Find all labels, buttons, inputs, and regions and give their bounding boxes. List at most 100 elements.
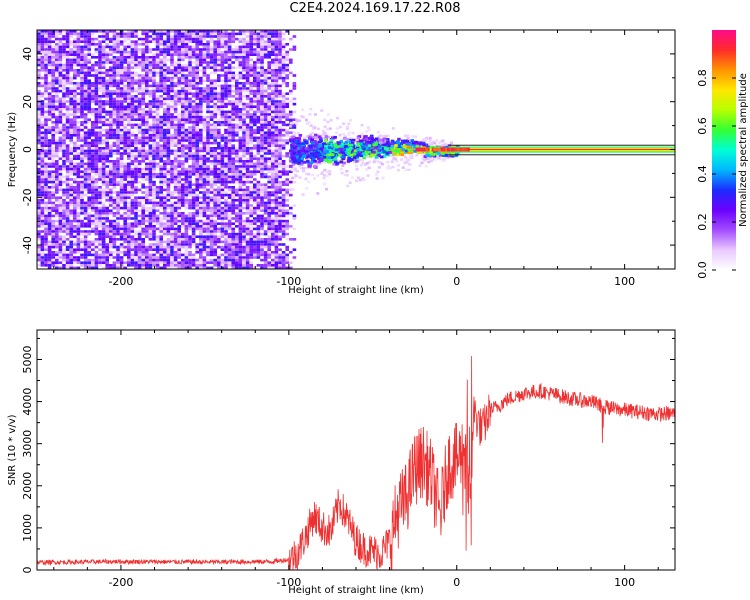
heatmap-cell [62,30,66,33]
heatmap-cell [184,84,189,88]
heatmap-cell [145,217,149,220]
heatmap-cell [227,126,232,129]
heatmap-cell [127,173,131,176]
heatmap-cell [235,113,239,116]
heatmap-cell [55,152,59,155]
heatmap-cell [127,209,131,212]
heatmap-cell [80,115,84,119]
heatmap-cell [206,206,210,210]
heatmap-cell [83,217,88,220]
heatmap-cell [163,30,167,33]
heatmap-cell [47,147,52,150]
heatmap-cell [137,136,142,140]
heatmap-cell [127,121,131,124]
heatmap-cell [98,167,102,171]
heatmap-cell [98,110,102,114]
heatmap-cell [253,95,257,98]
heatmap-cell [62,123,66,127]
heatmap-cell [148,199,153,202]
heatmap-cell [163,248,167,251]
heatmap-cell [101,180,106,184]
heatmap-cell [98,157,102,160]
heatmap-cell [137,48,142,51]
heatmap-cell [224,123,228,127]
heatmap-cell [195,152,199,155]
heatmap-cell [58,157,63,160]
heatmap-cell [220,253,225,257]
heatmap-cell [83,212,88,215]
heatmap-cell [87,154,91,158]
heatmap-cell [206,222,210,225]
heatmap-cell [224,264,228,267]
heatmap-cell [51,82,55,85]
heatmap-cell [263,76,268,80]
heatmap-cell [112,222,117,225]
heatmap-cell [227,87,232,90]
heatmap-cell [235,170,239,173]
heatmap-cell [173,32,178,36]
heatmap-cell [238,48,243,51]
heatmap-cell [260,245,264,249]
heatmap-cell [213,240,217,244]
heatmap-cell [231,173,235,176]
heatmap-cell [220,118,225,121]
heatmap-cell [155,115,160,119]
heatmap-cell [245,79,250,82]
heatmap-cell [159,227,163,231]
heatmap-cell [148,89,153,93]
heatmap-cell [206,89,210,93]
heatmap-cell [220,149,225,153]
heatmap-cell [199,178,203,181]
heatmap-cell [37,160,41,163]
heatmap-cell [69,58,73,62]
heatmap-cell [231,48,235,51]
heatmap-cell [101,92,106,95]
heatmap-cell [94,48,99,51]
heatmap-cell [94,87,99,90]
heatmap-cell [209,126,214,129]
heatmap-cell [231,180,235,184]
heatmap-cell [159,212,163,215]
heatmap-cell [249,35,253,38]
heatmap-cell [76,240,81,244]
heatmap-cell [260,141,264,145]
heatmap-cell [47,191,52,194]
heatmap-cell [148,253,153,257]
heatmap-cell [191,222,196,225]
heatmap-cell [213,157,217,160]
heatmap-cell [145,227,149,231]
heatmap-cell [44,240,48,244]
heatmap-cell [73,170,77,173]
heatmap-cell [116,66,120,69]
heatmap-cell [58,165,63,168]
heatmap-cell [195,71,199,75]
heatmap-cell [209,253,214,257]
heatmap-cell [155,37,160,41]
heatmap-cell [224,141,228,145]
heatmap-cell [188,61,192,64]
heatmap-cell [37,232,41,236]
heatmap-cell [148,74,153,77]
heatmap-cell [170,43,174,46]
heatmap-cell [231,230,235,233]
heatmap-cell [224,232,228,236]
heatmap-cell [130,217,135,220]
heatmap-cell [40,258,45,262]
heatmap-cell [188,35,192,38]
heatmap-cell [199,204,203,207]
heatmap-cell [123,74,127,77]
heatmap-cell [256,206,261,210]
heatmap-cell [202,209,207,212]
heatmap-cell [148,170,153,173]
heatmap-cell [76,92,81,95]
heatmap-cell [98,66,102,69]
heatmap-cell [76,230,81,233]
heatmap-cell [40,92,45,95]
heatmap-cell [80,264,84,267]
heatmap-cell [256,79,261,82]
heatmap-cell [231,188,235,192]
heatmap-cell [195,110,199,114]
heatmap-cell [184,82,189,85]
heatmap-cell [242,165,246,168]
heatmap-cell [238,258,243,262]
